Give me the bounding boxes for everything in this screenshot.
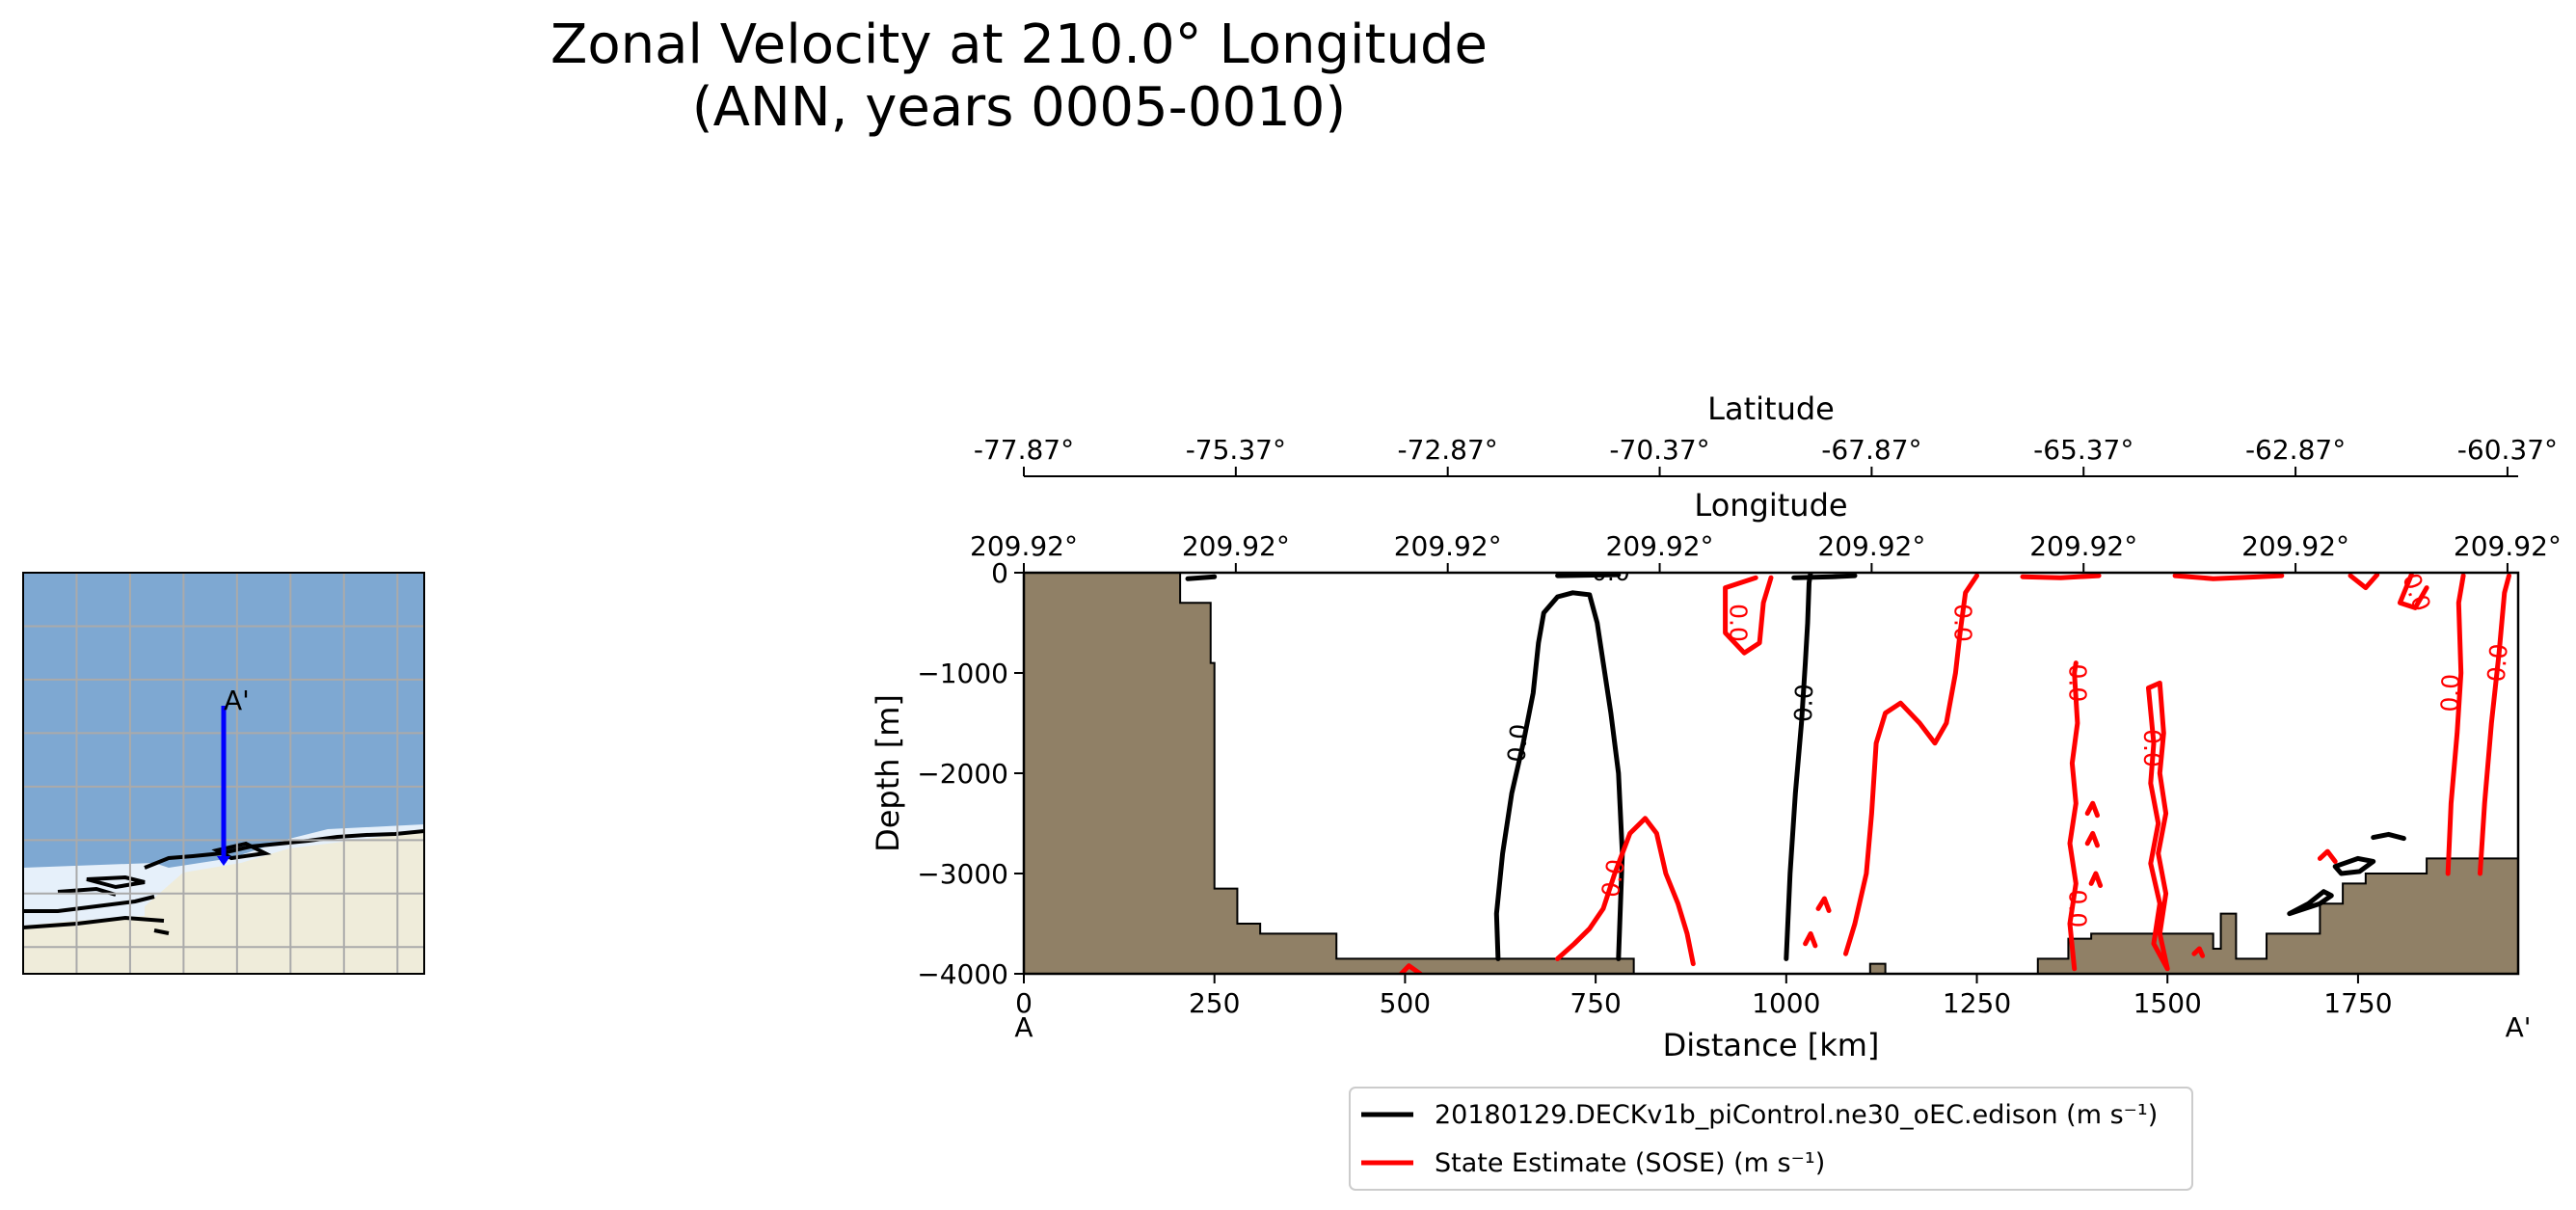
map-frame	[22, 572, 425, 975]
y-tick-label: −1000	[917, 658, 1008, 689]
obs-contour-label: 0.0	[1724, 604, 1752, 642]
model-contour-line	[1791, 573, 1858, 580]
transect-start-marker	[217, 856, 230, 866]
obs-contour-label: 0.0	[2063, 890, 2091, 928]
y-tick-label: −3000	[917, 858, 1008, 890]
obs-contour-line	[2084, 830, 2100, 848]
obs-contour-label: 0.0	[2138, 729, 2166, 767]
x-tick-label: 750	[1570, 987, 1621, 1019]
section-end-label: A'	[2506, 1011, 2532, 1043]
model-contour-label: 0.0	[1502, 723, 1533, 764]
obs-contour-line	[2348, 573, 2380, 591]
map-land-west	[23, 916, 145, 974]
obs-contour-line	[2020, 573, 2102, 580]
longitude-tick-label: 209.92°	[2029, 530, 2137, 562]
obs-contour-line	[1399, 963, 1423, 974]
transect-location-map: A'	[22, 572, 425, 975]
obs-contour-label: 0.0	[2436, 673, 2465, 713]
obs-contour-line	[2445, 573, 2466, 876]
obs-contour-line	[1723, 575, 1774, 656]
obs-contour-label: 0.0	[2063, 664, 2091, 703]
x-tick-label: 1750	[2323, 987, 2392, 1019]
x-tick-label: 0	[1015, 987, 1033, 1019]
obs-contour-line	[1803, 930, 1818, 949]
map-land	[145, 831, 424, 974]
latitude-tick-label: -75.37°	[1186, 434, 1286, 466]
map-gridlines	[23, 573, 424, 974]
legend-box	[1349, 1087, 2193, 1191]
x-tick-label: 1000	[1752, 987, 1820, 1019]
model-contour-label: 0.0	[1789, 684, 1818, 723]
obs-contour-line	[2172, 573, 2285, 581]
section-plot: 0.0 0.0 0.0 0.0 0.0 0.0 0.0 0.0 0.0 0.0 0.0 0.0 0 25…	[870, 390, 2562, 1063]
model-contour-line	[1784, 573, 1813, 961]
x-tick-label: 500	[1380, 987, 1431, 1019]
model-contour-line	[2287, 889, 2334, 917]
obs-contour-line	[2478, 573, 2511, 876]
longitude-axis-label: Longitude	[1694, 487, 1847, 524]
obs-contour-label: 0.0	[2397, 570, 2436, 615]
figure-title-line2: (ANN, years 0005-0010)	[692, 76, 1347, 139]
section-start-label: A	[1014, 1011, 1033, 1043]
x-axis-label: Distance [km]	[1663, 1027, 1880, 1063]
latitude-tick-label: -77.87°	[974, 434, 1074, 466]
obs-contour-line	[2067, 660, 2080, 972]
x-tick-label: 250	[1189, 987, 1240, 1019]
obs-contour-line	[2084, 800, 2100, 819]
longitude-tick-label: 209.92°	[2241, 530, 2349, 562]
latitude-axis-label: Latitude	[1707, 390, 1835, 427]
latitude-tick-label: -67.87°	[1821, 434, 1921, 466]
x-tick-label: 1250	[1943, 987, 2011, 1019]
obs-contour-line	[2146, 680, 2170, 972]
model-contour-line	[1185, 574, 1218, 581]
obs-contour-label: 0.0	[1949, 604, 1977, 642]
y-tick-label: −4000	[917, 958, 1008, 990]
latitude-tick-label: -62.87°	[2245, 434, 2346, 466]
latitude-tick-label: -60.37°	[2457, 434, 2558, 466]
y-axis-label: Depth [m]	[870, 694, 906, 852]
x-tick-label: 1500	[2133, 987, 2202, 1019]
longitude-tick-label: 209.92°	[1606, 530, 1714, 562]
legend-label-obs: State Estimate (SOSE) (m s⁻¹)	[1435, 1148, 1825, 1178]
y-tick-label: 0	[991, 557, 1008, 589]
obs-contour-line	[1555, 816, 1696, 967]
obs-contour-line	[1843, 573, 1979, 956]
model-contour-line	[2332, 855, 2376, 876]
model-contour-line	[1555, 573, 1622, 578]
obs-contour-line	[2397, 573, 2429, 610]
bathymetry-fill	[1024, 573, 2518, 974]
obs-contour-label: 0.0	[1597, 857, 1630, 900]
obs-contour-line	[2088, 871, 2104, 888]
model-contour-line	[1493, 590, 1625, 961]
latitude-tick-label: -65.37°	[2033, 434, 2133, 466]
longitude-tick-label: 209.92°	[2454, 530, 2562, 562]
obs-contour-line	[2317, 848, 2338, 864]
longitude-tick-label: 209.92°	[1394, 530, 1502, 562]
legend: 20180129.DECKv1b_piControl.ne30_oEC.edis…	[1349, 1087, 2193, 1191]
y-tick-label: −2000	[917, 758, 1008, 790]
latitude-tick-label: -72.87°	[1398, 434, 1498, 466]
longitude-tick-label: 209.92°	[970, 530, 1078, 562]
model-contour-label: 0.0	[1592, 558, 1630, 586]
latitude-tick-label: -70.37°	[1609, 434, 1709, 466]
longitude-tick-label: 209.92°	[1182, 530, 1290, 562]
map-section-end-label: A'	[224, 685, 250, 716]
model-contour-line	[2371, 831, 2406, 842]
longitude-tick-label: 209.92°	[1817, 530, 1925, 562]
legend-label-model: 20180129.DECKv1b_piControl.ne30_oEC.edis…	[1435, 1100, 2158, 1130]
obs-contour-line	[1815, 896, 1832, 913]
figure-title-line1: Zonal Velocity at 210.0° Longitude	[550, 13, 1488, 76]
obs-contour-line	[2191, 946, 2206, 958]
obs-contour-label: 0.0	[2482, 642, 2513, 683]
